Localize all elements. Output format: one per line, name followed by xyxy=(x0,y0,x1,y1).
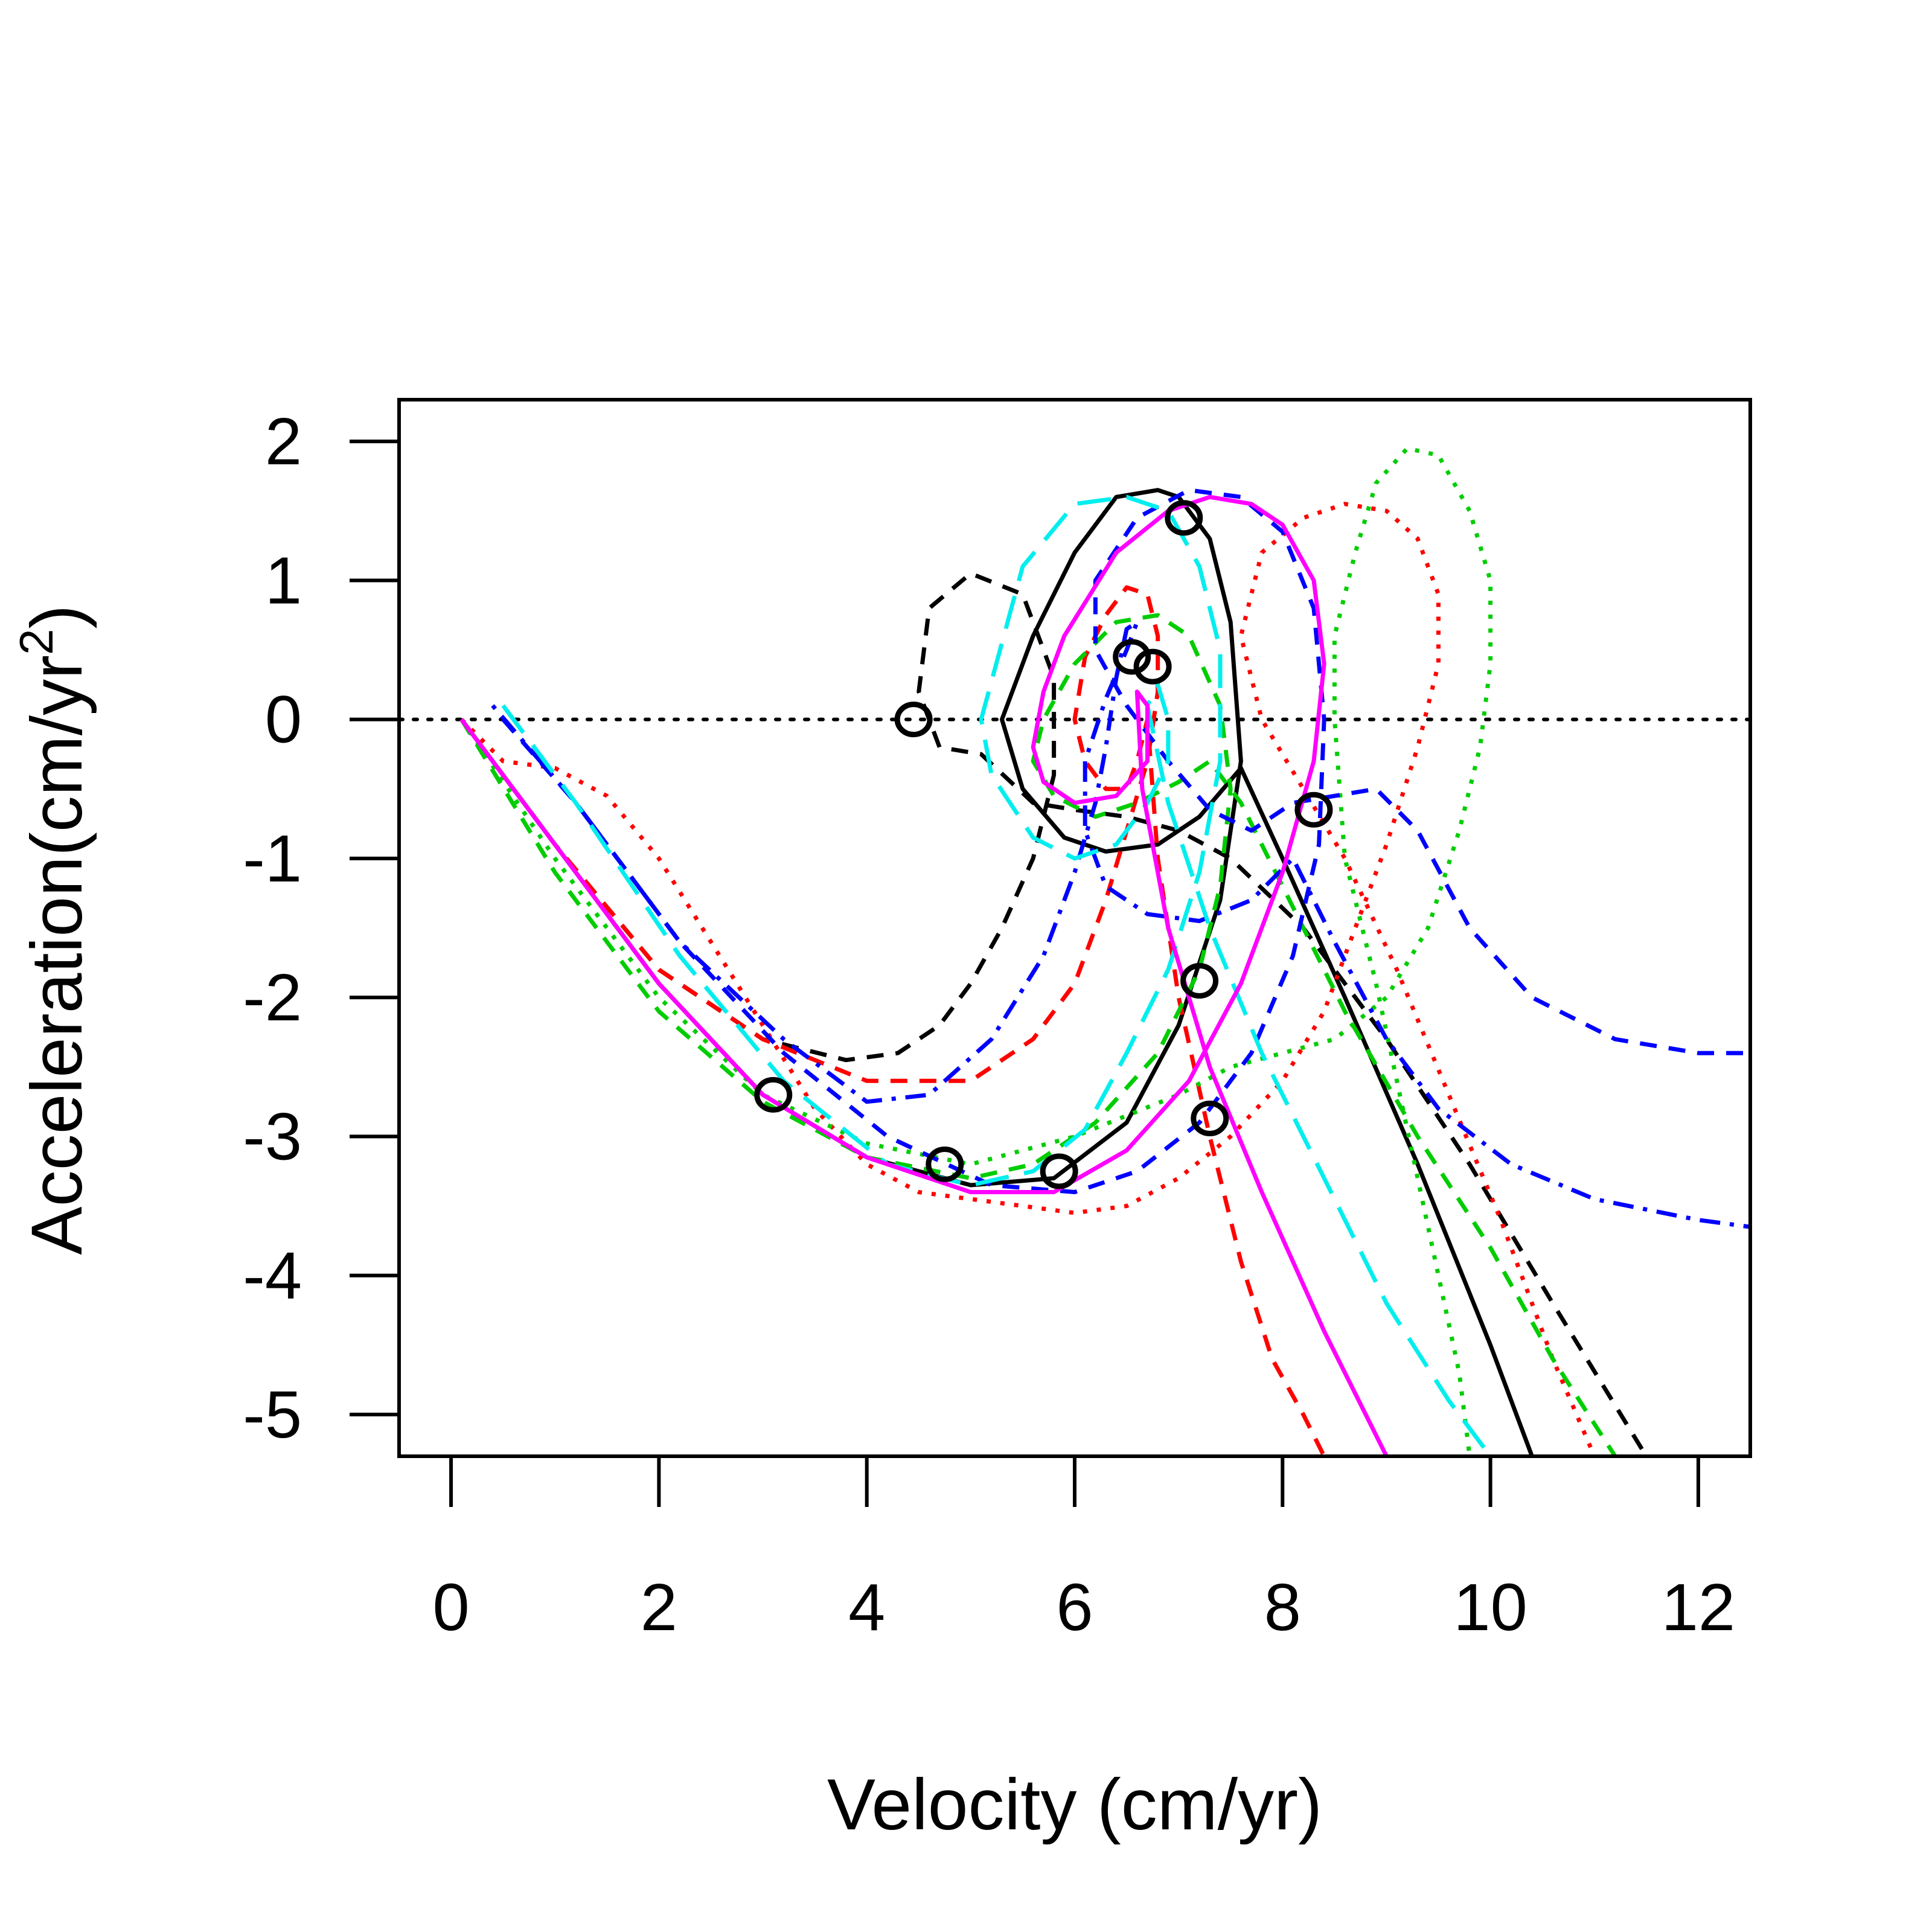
series-line-7 xyxy=(501,488,1750,1194)
series-line-8 xyxy=(491,619,1750,1229)
point-marker-3 xyxy=(1040,1153,1078,1189)
point-marker-7 xyxy=(894,702,933,738)
x-tick-label: 8 xyxy=(1264,1570,1301,1645)
point-marker-9 xyxy=(1180,963,1219,999)
x-tick-label: 10 xyxy=(1453,1570,1527,1645)
y-axis-title: Acceleration(cm/yr2) xyxy=(10,605,97,1255)
series-line-5 xyxy=(459,446,1493,1456)
plot-area xyxy=(399,446,1750,1456)
y-tick-label: -2 xyxy=(243,961,302,1035)
point-marker-6 xyxy=(1133,648,1172,685)
y-tick-label: 0 xyxy=(265,683,302,757)
x-tick-label: 6 xyxy=(1056,1570,1093,1645)
y-axis-title-end: ) xyxy=(16,605,97,629)
point-marker-1 xyxy=(754,1076,793,1113)
y-tick-label: -1 xyxy=(243,822,302,896)
x-axis: 0 2 4 6 8 10 12 xyxy=(432,1456,1735,1645)
x-axis-title: Velocity (cm/yr) xyxy=(827,1764,1322,1845)
x-tick-label: 4 xyxy=(848,1570,885,1645)
y-tick-label: -4 xyxy=(243,1239,302,1313)
series-line-3 xyxy=(459,502,1597,1456)
series-line-10 xyxy=(459,494,1389,1456)
y-axis-title-main: Acceleration(cm/yr xyxy=(16,655,97,1255)
y-axis: 2 1 0 -1 -2 -3 -4 -5 xyxy=(243,405,399,1452)
y-tick-label: 1 xyxy=(265,543,302,618)
point-marker-8 xyxy=(1294,792,1333,828)
point-marker-2 xyxy=(926,1146,964,1182)
x-tick-label: 12 xyxy=(1662,1570,1735,1645)
y-tick-label: -5 xyxy=(243,1378,302,1452)
y-tick-label: 2 xyxy=(265,405,302,479)
point-marker-10 xyxy=(1191,1100,1229,1136)
series-line-4 xyxy=(459,585,1326,1456)
series-line-9 xyxy=(501,494,1492,1456)
y-tick-label: -3 xyxy=(243,1099,302,1174)
point-marker-5 xyxy=(1113,639,1151,675)
x-tick-label: 0 xyxy=(432,1570,469,1645)
point-marker-4 xyxy=(1165,500,1203,536)
y-axis-title-sup: 2 xyxy=(10,629,63,655)
series-line-6 xyxy=(459,613,1617,1456)
x-tick-label: 2 xyxy=(641,1570,677,1645)
series-line-2 xyxy=(459,571,1648,1456)
